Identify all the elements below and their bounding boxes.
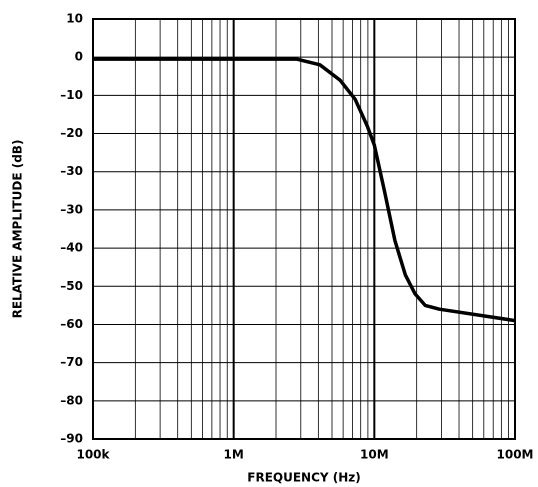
y-axis-label: RELATIVE AMPLITUDE (dB): [11, 140, 25, 319]
y-tick-label: 10: [66, 12, 83, 26]
y-tick-label: –90: [60, 432, 83, 446]
y-tick-label: –20: [60, 126, 83, 140]
y-tick-label: –60: [60, 317, 83, 331]
x-tick-label: 100k: [76, 448, 110, 462]
y-tick-label: –10: [60, 88, 83, 102]
y-tick-label: –40: [60, 241, 83, 255]
plot-frame: [92, 18, 516, 440]
y-tick-label: –80: [60, 393, 83, 407]
x-tick-label: 10M: [360, 448, 389, 462]
y-tick-label: –50: [60, 279, 83, 293]
x-tick-label: 1M: [224, 448, 244, 462]
x-axis-label: FREQUENCY (Hz): [247, 471, 361, 485]
y-tick-label: 0: [75, 50, 83, 64]
y-tick-label: –70: [60, 355, 83, 369]
y-tick-label: –30: [60, 202, 83, 216]
x-tick-label: 100M: [497, 448, 534, 462]
y-tick-label: –30: [60, 164, 83, 178]
response-curve: [93, 57, 516, 323]
